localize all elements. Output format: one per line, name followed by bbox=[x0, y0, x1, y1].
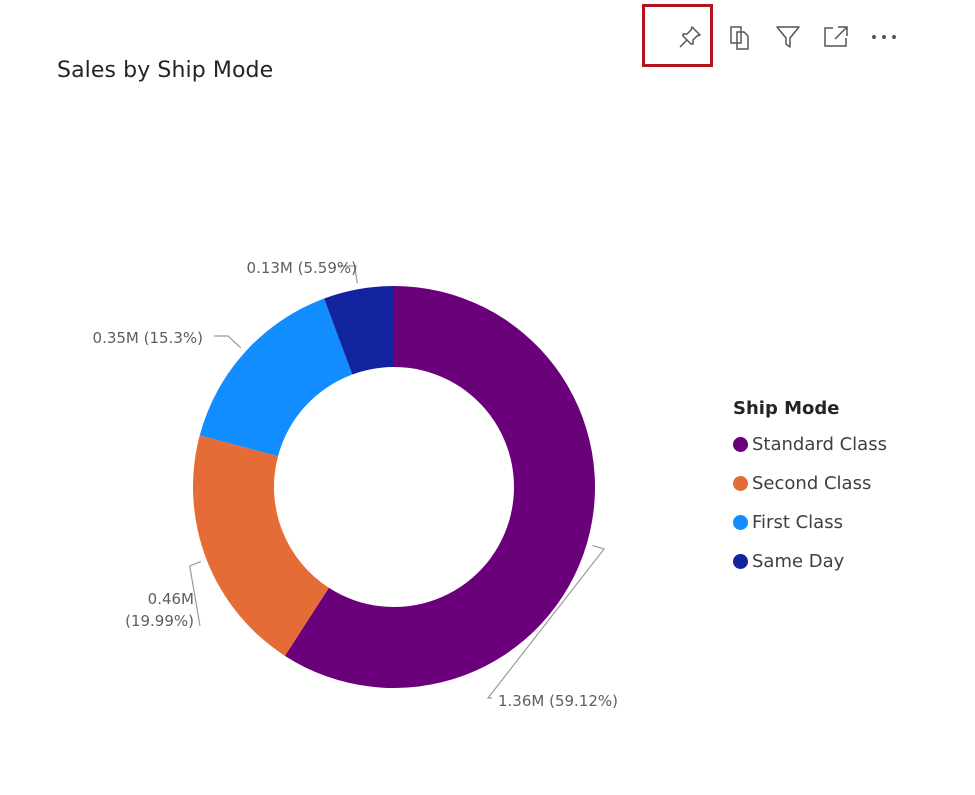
focus-mode-button[interactable] bbox=[821, 22, 851, 52]
legend-item-first-class[interactable]: First Class bbox=[733, 503, 887, 542]
donut-slice-second-class[interactable] bbox=[193, 435, 329, 656]
legend-item-same-day[interactable]: Same Day bbox=[733, 542, 887, 581]
data-label: 0.46M bbox=[148, 590, 194, 608]
legend-item-second-class[interactable]: Second Class bbox=[733, 464, 887, 503]
filter-button[interactable] bbox=[773, 22, 803, 52]
copy-visual-button[interactable] bbox=[725, 22, 755, 52]
legend: Ship Mode Standard Class Second Class Firs… bbox=[733, 398, 887, 581]
donut-slice-first-class[interactable] bbox=[199, 298, 353, 457]
legend-title: Ship Mode bbox=[733, 398, 840, 419]
data-label: (19.99%) bbox=[125, 612, 194, 630]
leader-line bbox=[486, 544, 606, 699]
pin-icon bbox=[679, 26, 701, 48]
more-options-button[interactable] bbox=[869, 22, 899, 52]
legend-marker bbox=[733, 554, 748, 569]
legend-label: Second Class bbox=[752, 473, 872, 494]
legend-item-standard-class[interactable]: Standard Class bbox=[733, 425, 887, 464]
data-label: 0.35M (15.3%) bbox=[93, 329, 203, 347]
legend-marker bbox=[733, 515, 748, 530]
copy-icon bbox=[730, 26, 749, 50]
pin-highlight-box bbox=[642, 4, 713, 67]
expand-icon bbox=[824, 26, 848, 47]
more-icon bbox=[872, 35, 896, 39]
legend-marker bbox=[733, 476, 748, 491]
legend-marker bbox=[733, 437, 748, 452]
filter-icon bbox=[776, 26, 800, 48]
leader-line bbox=[338, 265, 359, 284]
donut-slice-standard-class[interactable] bbox=[284, 286, 596, 688]
chart-title: Sales by Ship Mode bbox=[57, 58, 274, 83]
leader-line bbox=[189, 561, 202, 627]
data-label: 0.13M (5.59%) bbox=[247, 259, 357, 277]
legend-label: Standard Class bbox=[752, 434, 887, 455]
legend-label: Same Day bbox=[752, 551, 845, 572]
visual-toolbar bbox=[645, 8, 915, 68]
donut-slice-same-day[interactable] bbox=[324, 286, 394, 375]
data-label: 1.36M (59.12%) bbox=[498, 692, 618, 710]
legend-label: First Class bbox=[752, 512, 843, 533]
pin-visual-button[interactable] bbox=[675, 22, 705, 52]
leader-line bbox=[214, 335, 242, 349]
